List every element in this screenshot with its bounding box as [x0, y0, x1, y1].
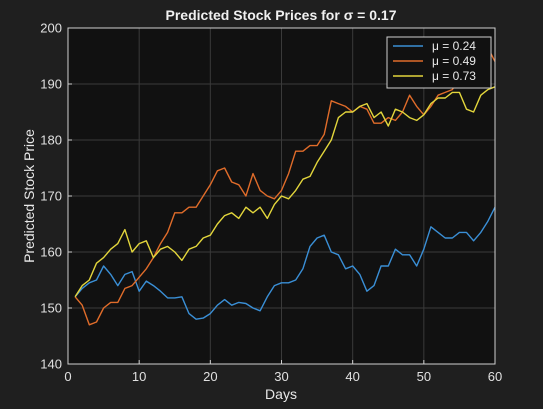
y-axis-label: Predicted Stock Price	[21, 129, 37, 263]
chart-title: Predicted Stock Prices for σ = 0.17	[166, 7, 397, 23]
x-tick-label: 10	[132, 369, 146, 384]
x-tick-label: 60	[488, 369, 502, 384]
y-tick-label: 150	[40, 301, 62, 316]
x-tick-label: 40	[345, 369, 359, 384]
y-tick-label: 140	[40, 357, 62, 372]
x-tick-label: 30	[274, 369, 288, 384]
x-axis-label: Days	[265, 386, 297, 402]
y-tick-label: 170	[40, 189, 62, 204]
legend-label-1: μ = 0.24	[432, 39, 476, 53]
legend-label-3: μ = 0.73	[432, 69, 476, 83]
y-tick-label: 180	[40, 133, 62, 148]
x-tick-label: 0	[64, 369, 71, 384]
legend: μ = 0.24μ = 0.49μ = 0.73	[387, 37, 491, 88]
y-tick-label: 200	[40, 21, 62, 36]
y-tick-label: 160	[40, 245, 62, 260]
y-tick-label: 190	[40, 77, 62, 92]
x-tick-label: 20	[203, 369, 217, 384]
legend-label-2: μ = 0.49	[432, 54, 476, 68]
x-tick-label: 50	[417, 369, 431, 384]
